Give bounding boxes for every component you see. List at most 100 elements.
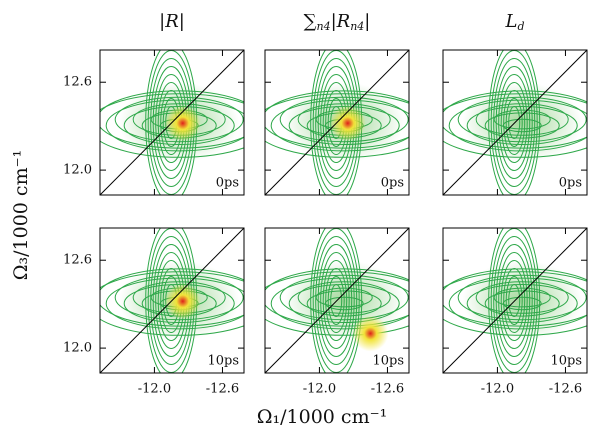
title-part: | [364,11,370,32]
contour-line [100,271,244,336]
hotspot [164,283,201,320]
title-part: n4 [350,20,364,33]
contour-line [265,93,409,158]
y-axis-label: Ω₃/1000 cm⁻¹ [10,150,32,280]
contour-line [322,260,350,341]
diagonal [443,228,587,373]
contour-line [105,277,244,330]
panel-title: |R| [159,11,185,32]
contour-line [505,276,523,325]
contour-line [488,228,541,373]
contour-line [498,74,531,171]
x-tick-label: -12.0 [481,382,514,397]
diagonal [100,50,244,195]
contour-line [265,268,409,327]
hotspot [352,315,389,352]
title-part: n4 [316,20,330,33]
panel-frame [264,227,410,374]
annotation: 10ps [372,354,404,369]
contour-plot [100,228,244,373]
contour-line [105,99,244,152]
contour-line [466,106,578,145]
contour-line [505,98,523,147]
contour-line [443,271,587,336]
x-tick-label: -12.0 [138,382,171,397]
contour-line [100,268,244,327]
contour-line [466,284,578,323]
title-part: |R| [159,11,185,32]
contour-line [503,90,526,155]
y-tick-label: 12.6 [63,253,92,268]
annotation: 0ps [559,176,582,191]
panel-frame [264,49,410,196]
contour-plot [265,50,409,195]
contour-line [448,99,587,152]
x-tick-label: -12.6 [371,382,404,397]
contour-line [503,268,526,333]
contour-line [297,281,391,314]
x-tick-label: -12.6 [206,382,239,397]
annotation: 10ps [207,354,239,369]
contour-line [493,58,536,187]
contour-line [100,93,244,158]
annotation: 0ps [216,176,239,191]
diagonal [443,50,587,195]
contour-line [484,112,560,139]
contour-plot [265,228,409,373]
title-part: d [517,20,524,33]
annotation: 10ps [550,354,582,369]
contour-plot [443,228,587,373]
contour-line [443,90,587,149]
panel-frame [99,49,245,196]
contour-line [457,274,587,321]
title-part: L [505,11,518,32]
panel-frame [442,49,588,196]
contour-line [495,66,533,179]
contour-line [306,290,382,317]
contour-line [288,284,400,323]
panel-title: Ld [505,11,525,33]
title-part: |R [331,11,351,32]
panel-frame [99,227,245,374]
contour-line [265,271,409,336]
contour-line [443,93,587,158]
contour-line [270,99,409,152]
contour-line [488,50,541,195]
y-tick-label: 12.6 [63,75,92,90]
contour-line [327,276,345,325]
contour-line [114,274,244,321]
diagonal [265,50,409,195]
panel-frame [442,227,588,374]
y-tick-label: 12.0 [63,163,92,178]
x-tick-label: -12.0 [303,382,336,397]
contour-line [475,103,569,136]
contour-line [265,90,409,149]
contour-line [310,228,363,373]
title-part: ∑ [304,11,317,32]
hotspot [164,105,201,142]
contour-line [325,268,348,333]
diagonal [265,228,409,373]
contour-line [317,244,355,357]
contour-line [279,274,409,321]
x-axis-label: Ω₁/1000 cm⁻¹ [257,406,387,428]
contour-line [500,82,528,163]
contour-line [495,244,533,357]
contour-line [498,252,531,349]
contour-line [443,268,587,327]
contour-line [484,290,560,317]
contour-line [448,277,587,330]
diagonal [100,228,244,373]
contour-line [493,236,536,365]
contour-line [279,96,409,143]
contour-plot [443,50,587,195]
contour-line [475,281,569,314]
panel-title: ∑n4|Rn4| [304,11,371,33]
contour-line [320,252,353,349]
contour-line [270,277,409,330]
annotation: 0ps [381,176,404,191]
hotspot [329,105,366,142]
contour-line [500,260,528,341]
contour-line [100,90,244,149]
